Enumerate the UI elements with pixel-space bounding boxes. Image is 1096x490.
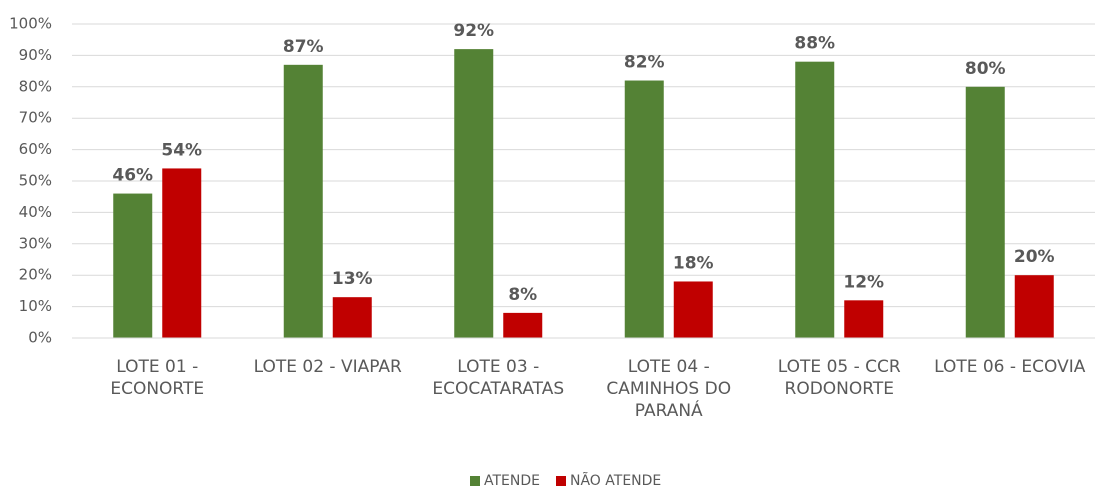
data-label: 13%: [332, 269, 373, 289]
bar: [113, 193, 153, 338]
x-tick-label: LOTE 02 - VIAPAR: [253, 357, 402, 377]
data-label: 80%: [965, 59, 1006, 79]
data-label: 12%: [843, 272, 884, 292]
y-tick-label: 90%: [19, 46, 52, 64]
bar: [283, 64, 323, 338]
y-tick-label: 100%: [9, 15, 52, 33]
data-label: 54%: [161, 140, 202, 160]
x-tick-label: LOTE 05 - CCR RODONORTE: [777, 357, 901, 399]
bar: [795, 61, 835, 339]
legend-label: ATENDE: [484, 473, 540, 489]
data-label: 92%: [453, 21, 494, 41]
y-tick-label: 30%: [19, 234, 52, 252]
bar: [624, 80, 664, 339]
y-tick-label: 0%: [28, 329, 52, 347]
legend-swatch: [556, 476, 566, 486]
bar: [673, 281, 713, 338]
bar: [844, 300, 884, 338]
data-label: 82%: [624, 53, 665, 73]
bar: [332, 297, 372, 338]
data-label: 8%: [508, 285, 537, 305]
y-tick-label: 20%: [19, 266, 52, 284]
bar: [1014, 275, 1054, 338]
y-tick-label: 80%: [19, 77, 52, 95]
bar: [454, 49, 494, 339]
bar: [965, 86, 1005, 338]
legend-label: NÃO ATENDE: [570, 472, 661, 489]
data-label: 18%: [673, 253, 714, 273]
data-label: 87%: [283, 37, 324, 57]
y-tick-label: 10%: [19, 297, 52, 315]
y-tick-label: 60%: [19, 140, 52, 158]
y-tick-label: 40%: [19, 203, 52, 221]
x-tick-label: LOTE 06 - ECOVIA: [934, 357, 1086, 377]
x-tick-label: LOTE 03 - ECOCATARATAS: [432, 357, 565, 399]
data-label: 20%: [1014, 247, 1055, 267]
y-tick-label: 70%: [19, 109, 52, 127]
bar: [503, 312, 543, 338]
x-tick-label: LOTE 04 - CAMINHOS DO PARANÁ: [606, 357, 732, 421]
bar: [162, 168, 202, 338]
y-tick-label: 50%: [19, 172, 52, 190]
data-label: 88%: [794, 34, 835, 54]
legend-swatch: [470, 476, 480, 486]
x-tick-label: LOTE 01 - ECONORTE: [110, 357, 205, 399]
data-label: 46%: [112, 166, 153, 186]
